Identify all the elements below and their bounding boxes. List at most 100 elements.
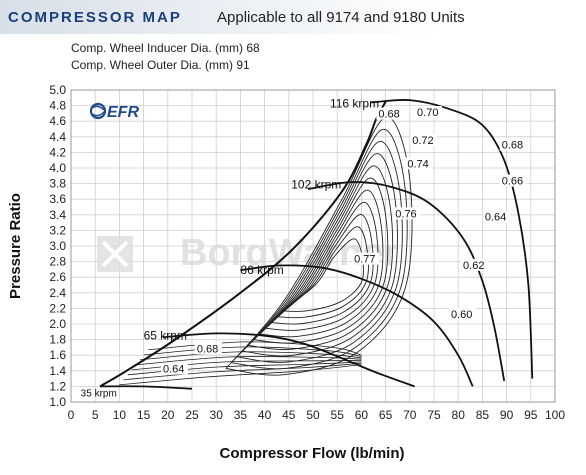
- efficiency-label: 0.72: [412, 135, 433, 147]
- efficiency-label: 0.60: [451, 309, 472, 321]
- efficiency-contour: [275, 226, 369, 319]
- x-tick-label: 50: [306, 408, 320, 422]
- efficiency-label: 0.77: [354, 254, 375, 266]
- outer-diameter-spec: Comp. Wheel Outer Dia. (mm) 91: [71, 58, 250, 72]
- efficiency-contour: [264, 201, 379, 331]
- efr-logo-text: EFR: [107, 104, 139, 121]
- speed-line: [99, 385, 193, 390]
- efficiency-label-bg: [393, 207, 421, 220]
- y-tick-label: 5.0: [49, 83, 66, 97]
- efficiency-label-bg: [415, 105, 443, 118]
- x-tick-label: 15: [137, 408, 151, 422]
- speed-line-label: 102 krpm: [291, 177, 341, 191]
- x-tick-label: 40: [258, 408, 272, 422]
- speed-lines: [99, 98, 534, 390]
- applicability-note: Applicable to all 9174 and 9180 Units: [217, 9, 465, 26]
- efficiency-contour: [144, 346, 362, 357]
- efficiency-label-bg: [499, 138, 527, 151]
- map-title: COMPRESSOR MAP: [8, 9, 182, 26]
- efficiency-contour: [258, 189, 384, 338]
- efficiency-label-bg: [352, 252, 380, 265]
- y-tick-label: 3.8: [49, 177, 66, 191]
- y-tick-label: 4.0: [49, 161, 66, 175]
- efficiency-contour: [236, 141, 403, 363]
- speed-line: [371, 98, 534, 379]
- y-tick-label: 3.0: [49, 239, 66, 253]
- y-tick-label: 1.4: [49, 364, 66, 378]
- header-bar: COMPRESSOR MAP Applicable to all 9174 an…: [0, 0, 586, 34]
- efficiency-label-bg: [194, 342, 222, 355]
- efficiency-label: 0.68: [197, 343, 218, 355]
- y-tick-label: 2.6: [49, 270, 66, 284]
- y-tick-label: 4.2: [49, 145, 66, 159]
- y-tick-label: 4.6: [49, 114, 66, 128]
- speed-line: [240, 264, 474, 387]
- y-tick-label: 3.6: [49, 192, 66, 206]
- plot-frame: [70, 89, 556, 403]
- x-tick-label: 45: [282, 408, 296, 422]
- x-tick-label: 65: [379, 408, 393, 422]
- efficiency-label-bg: [410, 134, 438, 147]
- efficiency-label-bg: [482, 210, 510, 223]
- efficiency-contour: [119, 364, 362, 386]
- inducer-diameter-spec: Comp. Wheel Inducer Dia. (mm) 68: [71, 41, 260, 55]
- efficiency-label: 0.70: [417, 107, 438, 119]
- efficiency-contour: [140, 351, 362, 361]
- y-tick-label: 4.4: [49, 130, 66, 144]
- x-axis-label: Compressor Flow (lb/min): [219, 445, 404, 462]
- efficiency-label: 0.62: [463, 260, 484, 272]
- x-tick-label: 95: [524, 408, 538, 422]
- efficiency-label: 0.66: [502, 176, 523, 188]
- watermark-logo: [97, 236, 133, 272]
- surge-line-path: [99, 101, 387, 388]
- efficiency-label-bg: [499, 174, 527, 187]
- y-tick-label: 4.8: [49, 99, 66, 113]
- x-tick-label: 5: [92, 408, 99, 422]
- speed-line-label: 116 krpm: [330, 96, 379, 110]
- efficiency-label-bg: [448, 307, 476, 320]
- x-tick-label: 30: [210, 408, 224, 422]
- y-tick-label: 2.0: [49, 317, 66, 331]
- efficiency-label: 0.74: [407, 158, 428, 170]
- y-tick-label: 1.6: [49, 348, 66, 362]
- y-tick-label: 1.2: [49, 379, 66, 393]
- y-tick-label: 1.8: [49, 333, 66, 347]
- x-tick-label: 75: [427, 408, 441, 422]
- efficiency-label: 0.76: [395, 208, 416, 220]
- efficiency-contour: [123, 362, 362, 381]
- y-axis-label: Pressure Ratio: [7, 193, 24, 299]
- efficiency-label: 0.64: [163, 364, 184, 376]
- y-tick-label: 2.8: [49, 255, 66, 269]
- efficiency-contour: [231, 129, 408, 370]
- speed-line-label: 65 krpm: [144, 329, 187, 343]
- y-tick-label: 3.2: [49, 223, 66, 237]
- speed-line: [308, 181, 506, 382]
- x-tick-label: 60: [355, 408, 369, 422]
- efficiency-label-bg: [405, 157, 433, 170]
- efficiency-label-bg: [461, 258, 489, 271]
- efficiency-label: 0.68: [378, 109, 399, 121]
- efr-logo: EFR: [89, 102, 139, 121]
- grid: [70, 89, 556, 403]
- x-tick-label: 70: [403, 408, 417, 422]
- efficiency-label: 0.68: [502, 140, 523, 152]
- x-tick-label: 0: [68, 408, 75, 422]
- y-tick-label: 2.2: [49, 301, 66, 315]
- y-tick-label: 1.0: [49, 395, 66, 409]
- efficiency-contour: [148, 341, 362, 356]
- efficiency-contour: [270, 214, 374, 325]
- x-tick-label: 35: [234, 408, 248, 422]
- x-tick-label: 90: [500, 408, 514, 422]
- x-tick-label: 20: [161, 408, 175, 422]
- efficiency-label: 0.64: [485, 211, 506, 223]
- surge-line: [99, 101, 387, 388]
- axes: 0 5 10 15 20 25 30 35 40 45 50 55 60 65 70 75 80 85 90 95 10…: [49, 83, 565, 422]
- x-tick-label: 10: [113, 408, 127, 422]
- efficiency-label-bg: [376, 107, 404, 120]
- speed-line: [162, 332, 415, 388]
- x-tick-label: 25: [185, 408, 199, 422]
- speed-line-label: 35 krpm: [81, 389, 117, 400]
- efficiency-label-bg: [160, 362, 188, 375]
- efficiency-contour: [253, 177, 389, 344]
